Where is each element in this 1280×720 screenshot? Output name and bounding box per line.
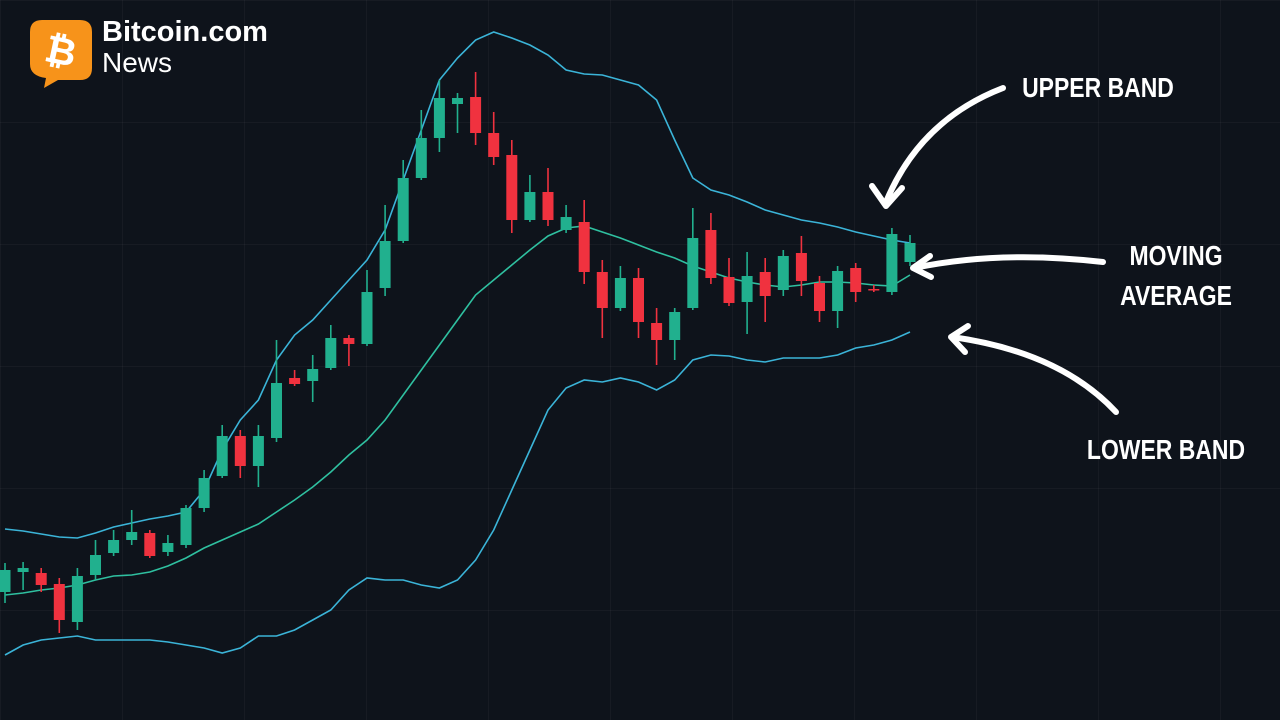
candle-body [669,312,681,340]
candle-body [415,138,427,178]
candle-body [325,338,337,368]
band-line [4,225,911,596]
annotation: UPPER BAND [1022,72,1174,103]
candle-body [741,276,753,302]
candle-body [379,241,391,288]
logo-bubble [30,20,92,88]
candle-body [506,155,518,220]
candle-body [470,97,482,133]
candle-body [795,253,807,281]
candle-body [126,532,138,540]
candle-body [180,508,192,545]
plot [0,31,916,656]
candle-body [17,568,29,572]
candle-body [198,478,210,508]
arrow-lower [949,334,1119,415]
candle-body [108,540,120,553]
candle-body [759,272,771,296]
candle-body [904,243,916,262]
candle-body [777,256,789,290]
candle-body [162,543,174,552]
logo-sub: News [102,47,173,78]
candle-body [397,178,409,241]
candle-body [542,192,554,220]
annotation: LOWER BAND [1086,434,1246,465]
candle-body [488,133,500,157]
candle-body [289,378,301,384]
candle-body [71,576,83,622]
candle-body [53,584,65,620]
candle-body [307,369,319,381]
candle-body [144,533,156,556]
candle-body [596,272,608,308]
candle-body [271,383,282,438]
candle-body [687,238,699,308]
arrow-upper [883,85,1006,205]
candle-body [723,277,735,303]
candle-body [705,230,717,278]
band-line [4,31,911,539]
candle-body [216,436,228,476]
annotation: MOVING AVERAGE [1120,240,1232,311]
candle-body [633,278,644,322]
candle-body [234,436,246,466]
candle-body [651,323,663,340]
candle-body [814,283,825,311]
candle-body [452,98,463,104]
candle-body [614,278,626,308]
candle-body [850,268,862,292]
candle-body [361,292,373,344]
candle-body [252,436,264,466]
band-line [4,331,911,656]
arrows [869,85,1119,415]
arrow-head [910,253,934,280]
candle-body [886,234,898,292]
arrow-head [948,323,971,355]
candle-body [90,555,101,575]
candle-body [35,573,47,585]
candle-body [832,271,844,311]
arrow-middle [911,254,1106,271]
arrow-head [869,183,905,209]
logo-name: Bitcoin.com [102,16,268,48]
candle-body [560,217,572,230]
candle-body [343,338,355,344]
candle-body [0,570,11,592]
candle-body [868,289,880,291]
logo-icon: ₿ [30,20,92,88]
candle-body [524,192,536,220]
candle-body [578,222,590,272]
candle-body [433,98,445,138]
